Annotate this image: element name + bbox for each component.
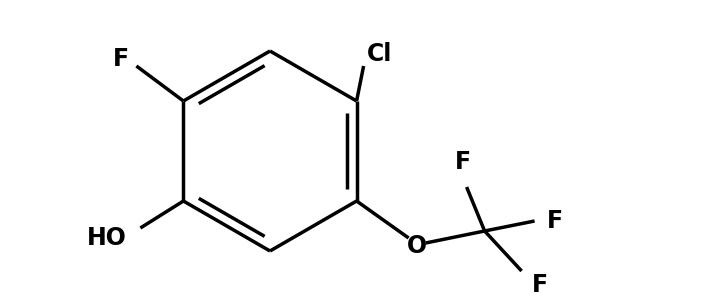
Text: F: F	[531, 273, 547, 297]
Text: F: F	[547, 209, 563, 233]
Text: F: F	[113, 47, 129, 71]
Text: Cl: Cl	[367, 42, 392, 66]
Text: F: F	[454, 150, 470, 174]
Text: HO: HO	[86, 226, 126, 250]
Text: O: O	[407, 234, 427, 258]
